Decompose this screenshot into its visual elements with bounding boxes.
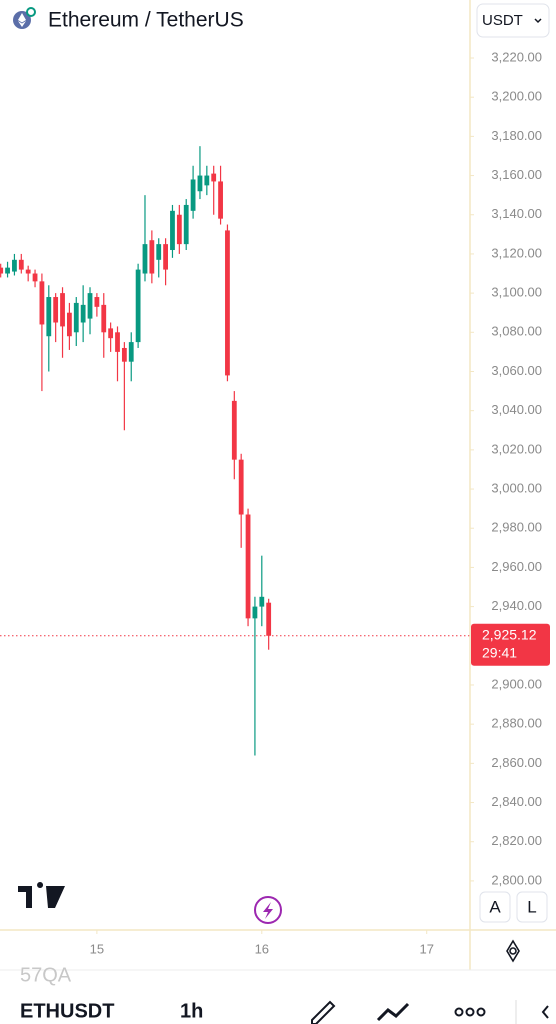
flash-icon (263, 902, 273, 919)
more-icon[interactable] (454, 1007, 486, 1017)
candle-body (115, 332, 120, 352)
candle-body (12, 259, 17, 272)
settings-icon-center (509, 947, 517, 955)
y-tick-label: 3,220.00 (491, 49, 542, 64)
candle-body (25, 269, 31, 274)
candle-body (231, 400, 237, 460)
auto-scale-button[interactable] (479, 891, 511, 923)
candle-body (218, 181, 223, 219)
draw-icon[interactable] (311, 1000, 336, 1024)
candle-body (53, 297, 59, 323)
y-tick-label: 2,820.00 (491, 833, 542, 848)
log-scale-button[interactable] (516, 891, 548, 923)
y-tick-label: 3,060.00 (491, 363, 542, 378)
candle-body (211, 173, 217, 182)
y-tick-label: 3,100.00 (491, 285, 542, 300)
candle-body (67, 312, 72, 337)
symbol-title: Ethereum / TetherUS (48, 9, 244, 32)
y-tick-label: 2,940.00 (491, 598, 542, 613)
candle-body (87, 293, 93, 319)
candle-body (128, 342, 134, 362)
candle-body (259, 596, 265, 607)
plot (0, 146, 470, 756)
y-tick-label: 2,840.00 (491, 794, 542, 809)
y-tick-label: 2,860.00 (491, 755, 542, 770)
candle-body (238, 459, 244, 515)
candle-body (121, 347, 127, 362)
candle-body (80, 304, 86, 323)
y-tick-label: 3,140.00 (491, 206, 542, 221)
price-countdown: 29:41 (482, 644, 517, 660)
x-tick-label: 16 (255, 941, 269, 956)
back-arrow[interactable] (541, 1005, 549, 1019)
candle-body (135, 269, 141, 343)
y-tick-label: 2,980.00 (491, 520, 542, 535)
faded-text: 57QA (20, 964, 72, 986)
candle-body (73, 302, 79, 333)
tv-logo (18, 882, 65, 908)
candle-body (108, 328, 114, 339)
y-tick-label: 3,160.00 (491, 167, 542, 182)
y-tick-label: 3,080.00 (491, 324, 542, 339)
candle-body (39, 281, 45, 325)
candle-body (5, 267, 10, 274)
candle-body (245, 514, 251, 619)
log-scale-label[interactable]: L (527, 897, 536, 916)
candle-body (225, 230, 230, 376)
x-tick-label: 15 (90, 941, 104, 956)
price-badge (471, 623, 550, 666)
y-tick-label: 3,120.00 (491, 245, 542, 260)
candle-body (163, 244, 168, 270)
status-dot (26, 7, 36, 17)
candle-body (156, 244, 162, 260)
y-tick-label: 2,800.00 (491, 872, 542, 887)
currency-label[interactable]: USDT (482, 12, 523, 29)
candle-body (60, 293, 65, 327)
y-tick-label: 3,020.00 (491, 441, 542, 456)
settings-icon[interactable] (506, 939, 520, 963)
candle-body (190, 179, 196, 211)
price-label: 2,925.12 (482, 626, 537, 642)
candle-body (252, 606, 258, 619)
candle-body (266, 602, 272, 636)
y-tick-label: 2,880.00 (491, 716, 542, 731)
candle-body (176, 214, 182, 245)
x-tick-label: 17 (419, 941, 433, 956)
candle-body (142, 244, 148, 274)
toolbar-symbol[interactable]: ETHUSDT (20, 1000, 114, 1022)
y-tick-label: 3,180.00 (491, 128, 542, 143)
eth-logo (18, 13, 26, 27)
candle-body (204, 175, 210, 186)
indicator-icon[interactable] (376, 1002, 410, 1022)
candle-body (0, 267, 4, 274)
candle-body (94, 297, 100, 307)
candle-body (46, 297, 52, 337)
candle-body (170, 210, 175, 251)
candle-body (183, 204, 189, 245)
auto-scale-label[interactable]: A (489, 897, 501, 916)
candle-body (18, 259, 24, 270)
y-tick-label: 3,040.00 (491, 402, 542, 417)
candle-body (197, 175, 203, 192)
y-tick-label: 3,200.00 (491, 89, 542, 104)
y-tick-label: 2,960.00 (491, 559, 542, 574)
dropdown-arrow (534, 18, 542, 24)
y-tick-label: 2,900.00 (491, 676, 542, 691)
toolbar-interval[interactable]: 1h (180, 1000, 203, 1022)
candle-body (32, 273, 38, 282)
candle-body (101, 304, 107, 333)
y-tick-label: 3,000.00 (491, 480, 542, 495)
candle-body (149, 240, 155, 274)
currency-button[interactable] (476, 3, 550, 38)
